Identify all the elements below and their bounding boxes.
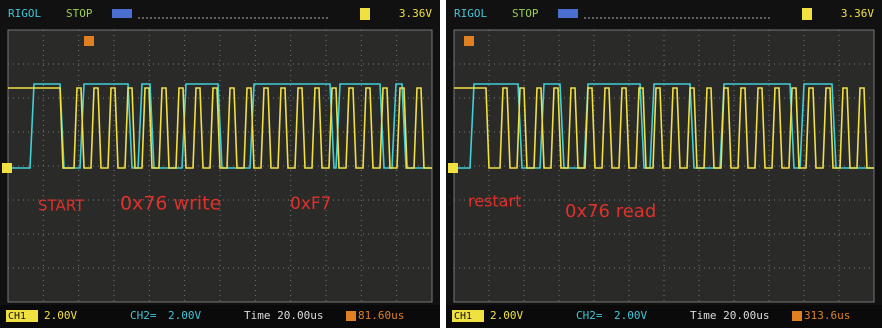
trigger-offset-icon xyxy=(792,311,802,321)
timebase: Time 20.00us xyxy=(690,309,769,322)
trigger-source-icon xyxy=(802,8,812,20)
trigger-source-icon xyxy=(360,8,370,20)
memory-icon xyxy=(112,9,132,18)
timebase: Time 20.00us xyxy=(244,309,323,322)
ch2-scale: 2.00V xyxy=(614,309,647,322)
ch2-label: CH2= xyxy=(576,309,603,322)
annotation: 0xF7 xyxy=(290,194,331,214)
scope-screenshots: RIGOL STOP 3.36V START 0x76 write 0xF7 CH1 2.00… xyxy=(0,0,882,328)
brand: RIGOL xyxy=(454,7,487,20)
ch2-scale: 2.00V xyxy=(168,309,201,322)
run-status: STOP xyxy=(66,7,93,20)
run-status: STOP xyxy=(512,7,539,20)
annotation: restart xyxy=(468,192,521,211)
trigger-offset: 313.6us xyxy=(804,309,850,322)
brand: RIGOL xyxy=(8,7,41,20)
annotation: 0x76 write xyxy=(120,193,221,215)
annotation: 0x76 read xyxy=(565,201,656,222)
ch1-scale: 2.00V xyxy=(44,309,77,322)
ch1-scale: 2.00V xyxy=(490,309,523,322)
trigger-level: 3.36V xyxy=(841,7,874,20)
trigger-offset: 81.60us xyxy=(358,309,404,322)
trigger-marker xyxy=(84,36,94,46)
trigger-marker xyxy=(464,36,474,46)
ch1-label: CH1 xyxy=(454,311,472,322)
memory-icon xyxy=(558,9,578,18)
annotation: START xyxy=(38,197,85,215)
trigger-offset-icon xyxy=(346,311,356,321)
ch1-label: CH1 xyxy=(8,311,26,322)
ch2-label: CH2= xyxy=(130,309,157,322)
ch1-ground-marker xyxy=(2,163,12,173)
trigger-level: 3.36V xyxy=(399,7,432,20)
ch1-ground-marker xyxy=(448,163,458,173)
